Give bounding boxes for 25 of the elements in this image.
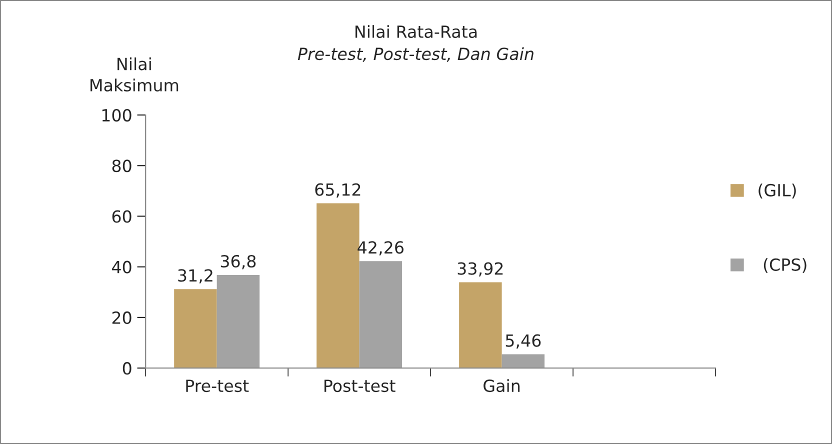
bar — [502, 354, 545, 368]
bar — [359, 261, 402, 368]
chart-subtitle: Pre-test, Post-test, Dan Gain — [298, 47, 534, 62]
bar — [174, 289, 217, 368]
legend-label: (GIL) — [758, 184, 796, 198]
chart-title: Nilai Rata-Rata — [356, 25, 477, 38]
bar — [216, 274, 260, 368]
y-tick-label: 100 — [102, 108, 132, 122]
x-tick-label: Pre-test — [186, 380, 249, 392]
y-axis-title: Nilai Maksimum — [90, 57, 178, 92]
y-tick-label: 0 — [122, 362, 132, 375]
x-tick-label: Post-test — [324, 380, 396, 392]
data-label: 33,92 — [458, 262, 503, 277]
y-tick-label: 80 — [112, 160, 132, 172]
data-label: 5,46 — [506, 334, 541, 349]
y-tick-label: 60 — [112, 210, 132, 223]
legend-label: (CPS) — [764, 258, 806, 273]
y-tick-label: 20 — [112, 311, 132, 324]
data-label: 36,8 — [220, 254, 256, 270]
x-tick-label: Gain — [484, 379, 520, 392]
bar — [459, 282, 502, 368]
data-label: 31,2 — [178, 269, 212, 284]
bar — [316, 203, 360, 368]
data-label: 65,12 — [315, 183, 360, 198]
y-tick-label: 40 — [112, 260, 132, 274]
